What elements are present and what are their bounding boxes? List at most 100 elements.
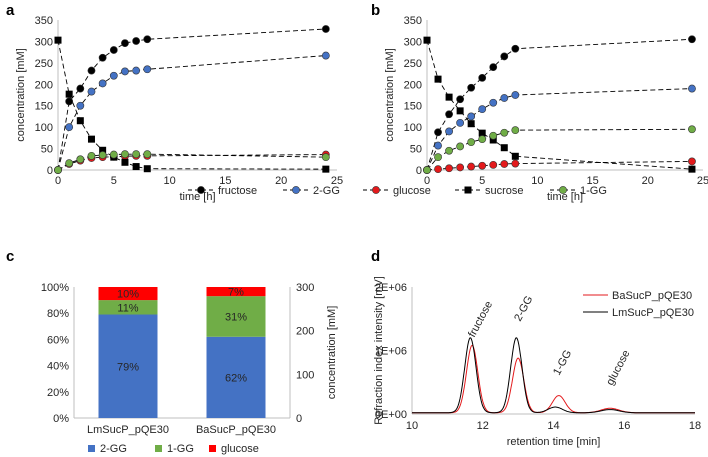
marker-fructose (98, 53, 107, 62)
marker-1-GG (321, 153, 330, 162)
marker-sucrose (143, 165, 151, 173)
marker-1-GG (688, 125, 696, 134)
marker-2-GG (434, 141, 442, 150)
marker-2-GG (121, 67, 129, 76)
x-tick-label: 15 (586, 175, 598, 187)
legend-marker-1-GG (559, 186, 567, 194)
right-tick-label: 100 (296, 369, 314, 381)
x-tick-label: 20 (275, 175, 287, 187)
panel-label-c: c (6, 248, 14, 265)
left-tick-label: 20% (47, 387, 69, 399)
y-tick-label: 150 (404, 101, 422, 113)
marker-fructose (434, 128, 442, 137)
marker-fructose (489, 63, 498, 72)
y-tick-label: 100 (35, 122, 53, 134)
legend-label-BaSucP_pQE30: BaSucP_pQE30 (612, 290, 692, 302)
peak-label-fructose: fructose (466, 299, 495, 339)
marker-1-GG (511, 126, 520, 135)
marker-sucrose (54, 36, 62, 44)
y-tick-label: 350 (404, 15, 422, 27)
legend-marker-2-GG (292, 186, 300, 194)
legend-marker-glucose (372, 186, 380, 194)
x-tick-label: 14 (547, 420, 559, 432)
panel-a-chart: 0 50 100 150 200 250 300 350 0 5 10 15 20 25 time [h] c… (15, 15, 343, 203)
marker-1-GG (467, 138, 476, 147)
marker-2-GG (445, 127, 453, 136)
y-tick-label: 300 (404, 36, 422, 48)
y-axis-label: Refraction index intensity [mV] (373, 276, 385, 425)
marker-fructose (467, 83, 476, 92)
marker-2-GG (109, 71, 118, 80)
y-tick-label: 150 (35, 101, 53, 113)
marker-sucrose (445, 93, 453, 101)
legend-label-2-GG: 2-GG (313, 185, 340, 197)
bar-label-1-GG: 11% (117, 302, 138, 314)
y-tick-label: 200 (35, 79, 53, 91)
legend-swatch-glucose (209, 445, 216, 452)
marker-sucrose (423, 36, 431, 44)
legend-ab: fructose 2-GG glucose sucrose 1-GG (188, 185, 607, 197)
marker-glucose (688, 157, 696, 166)
marker-1-GG (65, 159, 74, 168)
marker-sucrose (121, 158, 129, 166)
y-tick-label: 50 (410, 144, 422, 156)
legend-label-LmSucP_pQE30: LmSucP_pQE30 (612, 307, 694, 319)
right-tick-label: 0 (296, 413, 302, 425)
trace-BaSucP_pQE30 (412, 344, 695, 414)
marker-2-GG (76, 101, 85, 110)
x-axis-label: time [h] (547, 191, 583, 203)
bar-1-GG-LmSucP_pQE30 (98, 300, 158, 315)
marker-2-GG (688, 84, 696, 93)
legend-marker-sucrose (464, 186, 472, 194)
legend-swatch-2-GG (88, 445, 95, 452)
marker-sucrose (65, 90, 73, 98)
marker-sucrose (478, 129, 486, 137)
y-tick-label: 0 (47, 165, 53, 177)
marker-fructose (76, 84, 85, 93)
marker-fructose (132, 37, 141, 45)
x-tick-label: 25 (331, 175, 343, 187)
marker-2-GG (511, 91, 520, 99)
panel-label-b: b (371, 2, 380, 19)
marker-2-GG (87, 87, 96, 96)
bar-1-GG-BaSucP_pQE30 (206, 296, 266, 337)
series-line-fructose (426, 38, 692, 171)
y-tick-label: 1E+06 (375, 346, 407, 358)
marker-fructose (478, 73, 487, 82)
legend-label-1-GG: 1-GG (167, 443, 194, 455)
marker-glucose (467, 162, 476, 171)
x-tick-label: 5 (479, 175, 485, 187)
marker-fructose (500, 52, 509, 61)
marker-sucrose (132, 163, 140, 171)
category-label: LmSucP_pQE30 (87, 424, 169, 436)
series-line-glucose (426, 160, 692, 171)
bar-label-glucose: 10% (117, 289, 139, 301)
marker-glucose (445, 164, 453, 173)
marker-1-GG (143, 150, 152, 159)
x-tick-label: 0 (55, 175, 61, 187)
y-tick-label: 200 (404, 79, 422, 91)
series-line-sucrose (426, 40, 692, 170)
marker-1-GG (121, 150, 129, 159)
x-tick-label: 20 (642, 175, 654, 187)
marker-2-GG (489, 98, 498, 107)
x-tick-label: 10 (163, 175, 175, 187)
marker-glucose (511, 159, 520, 168)
marker-glucose (456, 163, 465, 172)
right-tick-label: 200 (296, 326, 314, 338)
marker-1-GG (423, 166, 431, 174)
marker-1-GG (478, 135, 487, 144)
y-tick-label: 0 (416, 165, 422, 177)
y-axis-label: concentration [mM] (384, 48, 396, 142)
bar-label-2-GG: 62% (225, 372, 247, 384)
marker-2-GG (500, 94, 509, 102)
marker-1-GG (76, 155, 85, 164)
panel-d-chart: 0E+00 1E+06 2E+06 10 12 14 16 18 retention time … (373, 276, 701, 448)
x-tick-label: 0 (424, 175, 430, 187)
x-tick-label: 15 (219, 175, 231, 187)
marker-glucose (478, 161, 487, 170)
marker-fructose (65, 97, 74, 106)
series-line-1-GG (426, 128, 692, 171)
y-tick-label: 250 (404, 58, 422, 70)
marker-sucrose (87, 135, 95, 143)
